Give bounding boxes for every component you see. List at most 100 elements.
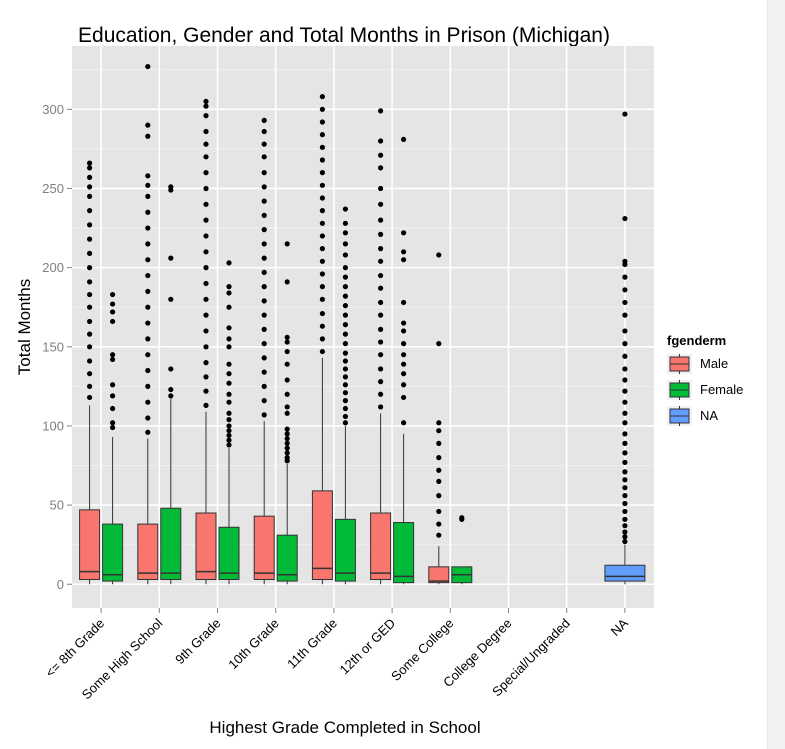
outlier-point (622, 450, 628, 456)
outlier-point (622, 328, 628, 334)
outlier-point (226, 410, 232, 416)
outlier-point (622, 215, 628, 222)
box-iqr (428, 566, 450, 584)
outlier-point (401, 328, 407, 334)
outlier-point (110, 420, 116, 426)
box-plots (79, 63, 646, 585)
box-iqr (253, 515, 275, 581)
outlier-point (622, 287, 628, 293)
outlier-point (622, 353, 628, 359)
outlier-point (342, 331, 348, 337)
outlier-point (203, 170, 209, 176)
box-iqr (195, 512, 217, 581)
outlier-point (319, 233, 325, 239)
outlier-point (378, 339, 384, 345)
outlier-point (622, 538, 628, 545)
outlier-point (284, 436, 290, 442)
outlier-point (261, 170, 267, 176)
box-male (79, 160, 101, 585)
outlier-point (401, 299, 407, 306)
outlier-point (145, 193, 151, 199)
outlier-point (87, 291, 93, 298)
window-scrollbar[interactable] (767, 0, 785, 749)
outlier-point (110, 356, 116, 363)
outlier-point (145, 383, 151, 389)
outlier-point (319, 208, 325, 214)
outlier-point (319, 348, 325, 355)
box-male (370, 108, 392, 585)
outlier-point (261, 398, 267, 404)
box-iqr (370, 512, 392, 581)
outlier-point (401, 361, 407, 367)
outlier-point (378, 326, 384, 332)
outlier-point (342, 405, 348, 412)
outlier-point (261, 212, 267, 218)
legend: fgenderm Male Female NA (667, 333, 743, 426)
y-tick-label: 300 (42, 102, 64, 117)
box-male (311, 94, 333, 585)
outlier-point (319, 310, 325, 317)
outlier-point (261, 269, 267, 275)
outlier-point (261, 298, 267, 304)
outlier-point (110, 405, 116, 412)
outlier-point (203, 280, 209, 287)
outlier-point (342, 206, 348, 212)
outlier-point (401, 320, 407, 326)
outlier-point (87, 250, 93, 256)
outlier-point (145, 399, 151, 405)
legend-label: Female (700, 382, 743, 397)
outlier-point (622, 399, 628, 405)
outlier-point (622, 377, 628, 383)
outlier-point (378, 404, 384, 410)
outlier-point (145, 320, 151, 326)
outlier-point (622, 410, 628, 416)
box-male (137, 63, 159, 585)
outlier-point (378, 165, 384, 171)
x-tick-label: <= 8th Grade (42, 616, 107, 681)
box-iqr (160, 507, 182, 581)
outlier-point (342, 390, 348, 396)
box-male (253, 117, 275, 585)
outlier-point (342, 341, 348, 347)
x-tick-label: NA (608, 615, 632, 639)
gridlines (72, 46, 654, 608)
outlier-point (226, 290, 232, 296)
outlier-point (226, 361, 232, 367)
outlier-point (622, 299, 628, 306)
outlier-point (261, 227, 267, 233)
outlier-point (145, 182, 151, 188)
outlier-point (319, 246, 325, 252)
outlier-point (203, 113, 209, 119)
outlier-point (226, 391, 232, 397)
box-iqr (102, 523, 124, 582)
outlier-point (284, 455, 290, 461)
outlier-point (87, 165, 93, 171)
outlier-point (168, 366, 174, 372)
outlier-point (401, 352, 407, 358)
outlier-point (342, 350, 348, 356)
outlier-point (203, 233, 209, 239)
outlier-point (203, 154, 209, 160)
outlier-point (284, 241, 290, 247)
outlier-point (87, 358, 93, 364)
outlier-point (110, 352, 116, 358)
outlier-point (203, 265, 209, 271)
box-iqr (604, 564, 646, 582)
outlier-point (401, 136, 407, 143)
outlier-point (378, 258, 384, 264)
outlier-point (203, 128, 209, 135)
outlier-point (378, 299, 384, 306)
outlier-point (378, 352, 384, 358)
outlier-point (145, 241, 151, 247)
outlier-point (459, 515, 465, 521)
outlier-point (622, 258, 628, 264)
outlier-point (378, 379, 384, 385)
outlier-point (319, 271, 325, 277)
outlier-point (87, 304, 93, 310)
y-axis-title: Total Months (15, 279, 34, 375)
outlier-point (401, 382, 407, 388)
outlier-point (622, 477, 628, 483)
box-male (428, 252, 450, 585)
x-axis-title: Highest Grade Completed in School (209, 718, 480, 737)
